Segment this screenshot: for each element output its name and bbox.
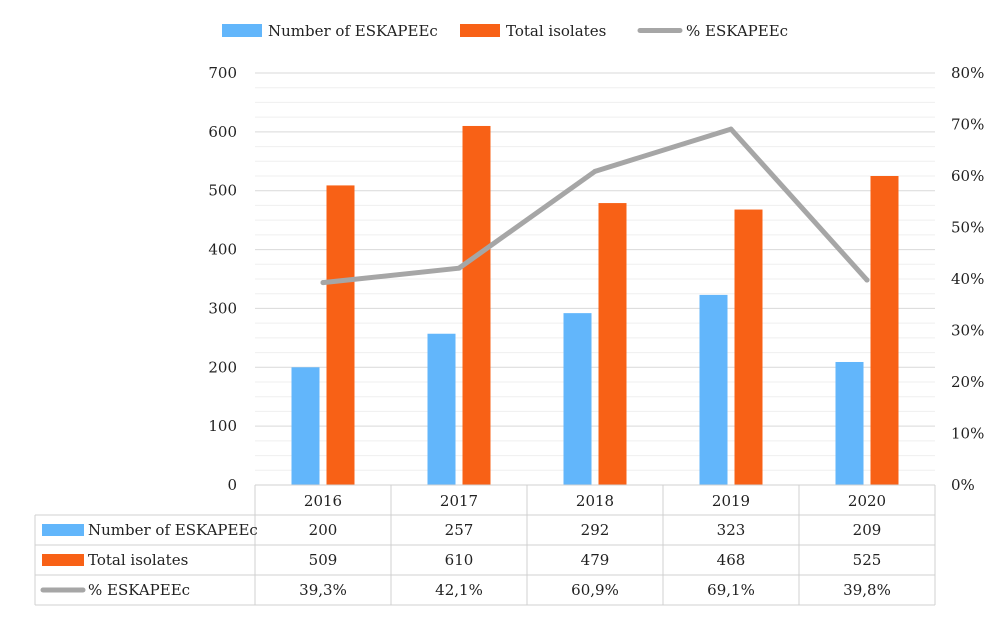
- bars: [291, 125, 899, 485]
- bar-total-isolates: [326, 185, 355, 485]
- bar-number-of-eskapeec: [563, 313, 592, 485]
- table-cell: 525: [853, 551, 882, 569]
- legend-label: Total isolates: [506, 22, 606, 40]
- bar-total-isolates: [598, 203, 627, 485]
- category-label: 2016: [304, 492, 342, 510]
- category-label: 2017: [440, 492, 478, 510]
- category-label: 2019: [712, 492, 750, 510]
- right-axis-tick-label: 50%: [951, 219, 984, 237]
- legend-swatch: [222, 24, 262, 37]
- table-row: Number of ESKAPEEc 200 257 292 323 209: [42, 521, 881, 539]
- table-row: % ESKAPEEc 39,3% 42,1% 60,9% 69,1% 39,8%: [40, 581, 891, 599]
- right-axis-tick-label: 80%: [951, 64, 984, 82]
- pct-eskapeec-point: [320, 280, 326, 286]
- bar-total-isolates: [870, 176, 899, 485]
- table-cell: 42,1%: [435, 581, 483, 599]
- table-row: Total isolates 509 610 479 468 525: [42, 551, 881, 569]
- table-cell: 60,9%: [571, 581, 619, 599]
- bar-total-isolates: [734, 209, 763, 485]
- right-axis-tick-label: 40%: [951, 270, 984, 288]
- pct-eskapeec-point: [592, 168, 598, 174]
- table-cell: 39,3%: [299, 581, 347, 599]
- table-cell: 292: [581, 521, 610, 539]
- pct-eskapeec-point: [456, 265, 462, 271]
- right-axis-tick-label: 70%: [951, 116, 984, 134]
- line-series: [320, 126, 870, 286]
- right-axis-tick-label: 0%: [951, 476, 975, 494]
- table-row-label: Number of ESKAPEEc: [88, 521, 258, 539]
- bar-number-of-eskapeec: [427, 333, 456, 485]
- left-axis-tick-label: 100: [208, 417, 237, 435]
- left-axis-tick-label: 300: [208, 299, 237, 317]
- left-axis: 0 100 200 300 400 500 600 700: [208, 64, 237, 494]
- table-cell: 69,1%: [707, 581, 755, 599]
- category-label: 2020: [848, 492, 886, 510]
- table-legend-key: [42, 554, 84, 566]
- table-cell: 323: [717, 521, 746, 539]
- table-row-label: % ESKAPEEc: [88, 581, 190, 599]
- table-cell: 509: [309, 551, 338, 569]
- bar-number-of-eskapeec: [835, 361, 864, 485]
- table-cell: 610: [445, 551, 474, 569]
- right-axis: 0% 10% 20% 30% 40% 50% 60% 70% 80%: [951, 64, 984, 494]
- table-cell: 209: [853, 521, 882, 539]
- data-table: 2016 2017 2018 2019 2020 Number of ESKAPEEc 20…: [34, 484, 936, 606]
- bar-total-isolates: [462, 125, 491, 485]
- left-axis-tick-label: 500: [208, 182, 237, 200]
- table-cell: 468: [717, 551, 746, 569]
- table-cell: 257: [445, 521, 474, 539]
- table-cell: 39,8%: [843, 581, 891, 599]
- right-axis-tick-label: 20%: [951, 373, 984, 391]
- left-axis-tick-label: 600: [208, 123, 237, 141]
- category-label: 2018: [576, 492, 614, 510]
- table-cell: 200: [309, 521, 338, 539]
- right-axis-tick-label: 30%: [951, 322, 984, 340]
- table-cell: 479: [581, 551, 610, 569]
- left-axis-tick-label: 0: [227, 476, 237, 494]
- left-axis-tick-label: 200: [208, 358, 237, 376]
- pct-eskapeec-point: [728, 126, 734, 132]
- bar-number-of-eskapeec: [699, 294, 728, 485]
- table-row-label: Total isolates: [88, 551, 188, 569]
- legend-swatch: [460, 24, 500, 37]
- right-axis-tick-label: 60%: [951, 167, 984, 185]
- grid: [255, 72, 935, 486]
- bar-number-of-eskapeec: [291, 367, 320, 485]
- right-axis-tick-label: 10%: [951, 425, 984, 443]
- legend-label: Number of ESKAPEEc: [268, 22, 438, 40]
- pct-eskapeec-point: [864, 277, 870, 283]
- left-axis-tick-label: 700: [208, 64, 237, 82]
- legend-label: % ESKAPEEc: [686, 22, 788, 40]
- left-axis-tick-label: 400: [208, 241, 237, 259]
- legend: Number of ESKAPEEc Total isolates % ESKAPE…: [222, 22, 788, 40]
- table-legend-key: [42, 524, 84, 536]
